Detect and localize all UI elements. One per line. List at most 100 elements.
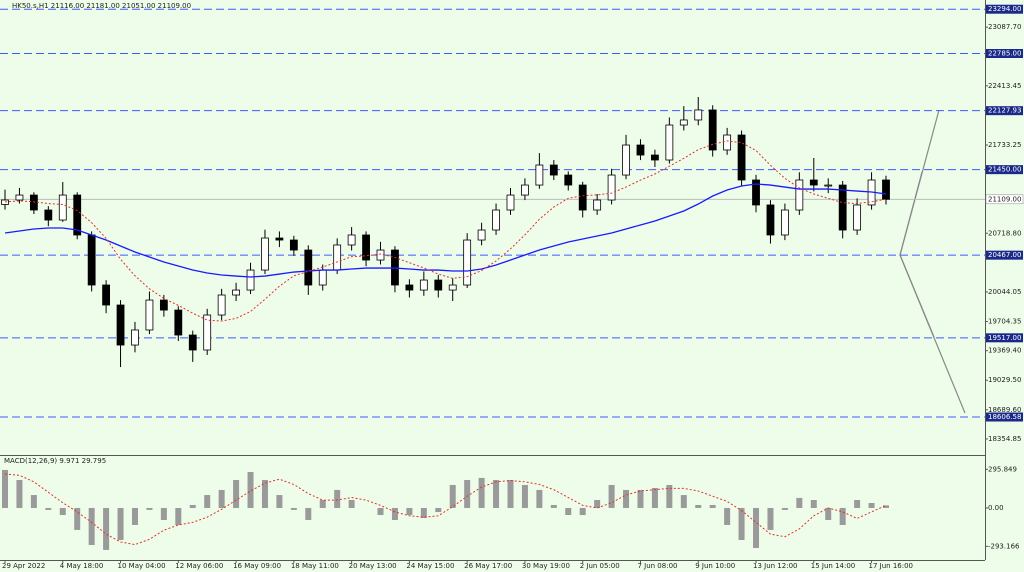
y-tick-label: 295.849 [988,465,1017,473]
candle-body [304,249,313,286]
macd-bar [767,507,774,530]
macd-bar [623,489,630,508]
drawing-arrows [899,109,966,414]
macd-bar [868,503,875,508]
candle-body [261,237,269,271]
candle-body [289,239,298,251]
macd-bar [16,480,23,508]
macd-bar [478,477,485,508]
symbol-header: HK50.s,H1 21116.00 21181.00 21051.00 211… [12,2,191,10]
macd-bar [131,507,138,525]
candle-body [318,269,327,286]
x-tick-label: 24 May 15:00 [406,562,454,570]
candle-body [347,234,356,246]
macd-bar [825,507,832,521]
macd-bar [420,507,427,519]
candle-body [492,209,500,231]
x-tick-label: 10 May 04:00 [118,562,166,570]
y-tick-label: 0.00 [988,504,1004,512]
macd-bar [74,507,81,530]
level-label-box [986,250,1023,260]
arrow [899,171,923,256]
y-tick-label: 20718.80 [988,229,1021,237]
candle-body [882,179,890,200]
candle-body [737,134,746,181]
macd-bar [348,500,355,508]
candle-body [58,194,67,221]
macd-bar [233,480,240,508]
x-tick-label: 7 Jun 08:00 [637,562,677,570]
macd-bar [594,500,601,508]
candle-body [622,144,630,176]
macd-bar [883,505,889,508]
macd-bar [204,495,211,508]
level-label-box [986,165,1023,175]
last-price-box [985,194,1024,205]
y-tick-label: 18354.85 [988,435,1021,443]
macd-bar [666,484,673,508]
macd-bar [290,507,297,510]
x-tick-label: 17 Jun 16:00 [869,562,913,570]
level-label-box [986,106,1023,116]
candle-body [217,294,226,316]
candle-body [232,289,240,296]
candle-body [781,209,789,236]
last-price-label: 21109.00 [988,195,1021,203]
candle-body [708,109,717,151]
x-tick-label: 9 Jun 10:00 [695,562,735,570]
x-tick-label: 13 Jun 12:00 [753,562,797,570]
macd-bar [435,507,442,513]
candle-body [651,154,659,161]
candle-body [448,284,457,291]
candle-body [549,164,558,176]
candle-body [203,314,212,351]
y-tick-label: 19029.50 [988,376,1021,384]
macd-bar [305,507,312,521]
macd-bar [449,484,456,508]
candle-body [809,179,818,186]
y-tick-label: 22413.45 [988,82,1021,90]
level-label: 22785.00 [988,50,1021,58]
x-tick-label: 4 May 18:00 [60,562,104,570]
candle-body [333,244,342,271]
candle-body [679,119,688,126]
candle-body [636,144,645,156]
candle-body [535,164,544,186]
moving-average [4,183,887,278]
candle-body [73,194,82,236]
macd-bar [565,507,572,516]
x-tick-label: 16 May 09:00 [233,562,281,570]
level-label: 18606.58 [988,413,1021,421]
macd-bar [709,504,716,508]
macd-bar [189,504,196,508]
candle-body [362,234,370,261]
macd-bar [724,507,731,525]
macd-bar [781,507,788,510]
macd-bar [218,489,225,508]
macd-bar [88,507,95,545]
macd-bar [117,507,124,541]
x-tick-label: 2 Jun 05:00 [580,562,620,570]
candle-body [477,229,486,241]
macd-bar [103,507,110,550]
candle-body [593,199,602,211]
candle-body [15,194,24,201]
candle-body [102,284,110,306]
level-label: 20467.00 [988,251,1021,259]
level-label: 19517.00 [988,334,1021,342]
level-label: 21450.00 [988,166,1021,174]
y-tick-label: 23087.70 [988,23,1021,31]
macd-bar [839,507,846,525]
candle-body [853,204,862,231]
macd-bar [30,495,37,508]
level-label: 23294.00 [988,5,1021,13]
candle-body [578,184,587,211]
macd-bar [521,484,528,508]
candle-body [275,237,284,241]
macd-bar [160,507,167,521]
x-tick-label: 20 May 13:00 [349,562,397,570]
arrow [899,254,966,414]
x-tick-label: 18 May 11:00 [291,562,339,570]
moving-average [4,140,887,322]
y-tick-label: -293.166 [988,542,1020,550]
